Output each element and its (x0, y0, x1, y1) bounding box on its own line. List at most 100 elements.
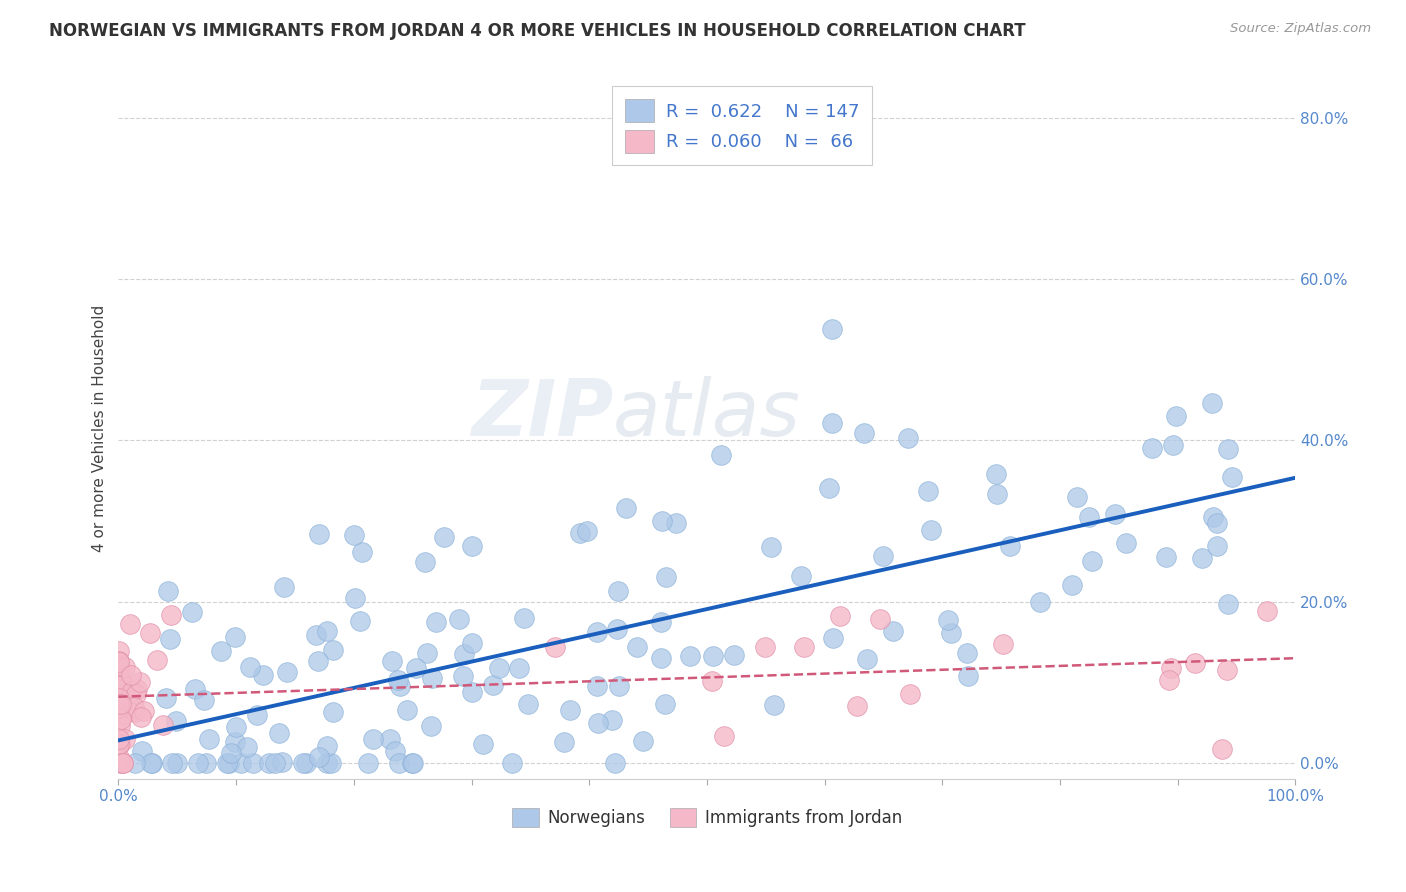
Point (112, 706, 135, 721)
Point (1062, 578, 1084, 592)
Point (461, 685, 484, 699)
Point (1206, 540, 1229, 554)
Point (702, 673, 724, 688)
Point (108, 671, 131, 685)
Point (754, 640, 776, 654)
Point (575, 524, 598, 538)
Point (471, 737, 494, 751)
Point (650, 651, 672, 665)
Point (449, 612, 471, 626)
Point (380, 731, 402, 746)
Text: Source: ZipAtlas.com: Source: ZipAtlas.com (1230, 22, 1371, 36)
Point (155, 691, 177, 706)
Point (195, 756, 218, 770)
Point (759, 540, 782, 554)
Point (307, 655, 329, 669)
Y-axis label: 4 or more Vehicles in Household: 4 or more Vehicles in Household (93, 304, 107, 552)
Point (231, 756, 253, 770)
Point (603, 756, 626, 770)
Point (1184, 656, 1206, 670)
Point (501, 756, 523, 770)
Point (588, 716, 610, 731)
Point (416, 646, 439, 660)
Point (388, 756, 411, 770)
Point (184, 681, 207, 696)
Point (129, 710, 152, 724)
Point (198, 731, 221, 746)
Point (998, 539, 1021, 553)
Point (224, 735, 246, 749)
Point (139, 756, 162, 770)
Point (917, 484, 939, 499)
Point (108, 737, 131, 751)
Point (308, 750, 330, 764)
Point (1161, 437, 1184, 451)
Point (350, 545, 373, 559)
Point (1154, 550, 1177, 565)
Point (606, 622, 628, 636)
Point (1216, 597, 1239, 611)
Point (384, 744, 406, 758)
Point (124, 756, 146, 770)
Point (134, 704, 156, 718)
Point (586, 679, 609, 693)
Point (108, 681, 131, 695)
Point (122, 699, 145, 714)
Point (425, 615, 447, 630)
Point (1028, 595, 1050, 609)
Point (461, 539, 484, 553)
Point (395, 703, 418, 717)
Point (107, 668, 129, 682)
Point (343, 528, 366, 542)
Point (821, 631, 844, 645)
Point (1220, 470, 1243, 484)
Point (651, 515, 673, 529)
Point (1078, 510, 1101, 524)
Point (984, 467, 1007, 481)
Point (1216, 442, 1239, 456)
Point (626, 640, 648, 654)
Point (152, 718, 174, 732)
Point (114, 659, 136, 673)
Point (607, 679, 630, 693)
Point (120, 667, 142, 681)
Point (108, 752, 131, 766)
Point (108, 681, 131, 695)
Point (512, 610, 534, 624)
Point (585, 625, 607, 640)
Point (125, 687, 148, 701)
Point (108, 701, 131, 715)
Point (388, 679, 411, 693)
Point (108, 659, 131, 673)
Point (187, 756, 209, 770)
Point (991, 636, 1014, 650)
Point (107, 673, 129, 688)
Point (111, 701, 134, 715)
Point (120, 617, 142, 632)
Point (111, 756, 134, 770)
Point (790, 569, 813, 583)
Point (276, 665, 298, 680)
Legend: Norwegians, Immigrants from Jordan: Norwegians, Immigrants from Jordan (505, 801, 908, 834)
Point (482, 678, 505, 692)
Point (267, 725, 290, 739)
Point (845, 699, 868, 714)
Point (461, 636, 484, 650)
Point (180, 606, 202, 620)
Point (322, 642, 344, 657)
Point (702, 649, 724, 664)
Point (405, 661, 427, 675)
Point (553, 735, 575, 749)
Point (655, 570, 678, 584)
Text: atlas: atlas (613, 376, 800, 452)
Point (209, 643, 232, 657)
Point (956, 647, 979, 661)
Point (316, 739, 339, 754)
Point (121, 684, 143, 698)
Point (321, 756, 343, 770)
Point (820, 322, 842, 336)
Point (956, 669, 979, 683)
Point (852, 425, 875, 440)
Point (239, 660, 262, 674)
Point (1140, 442, 1163, 456)
